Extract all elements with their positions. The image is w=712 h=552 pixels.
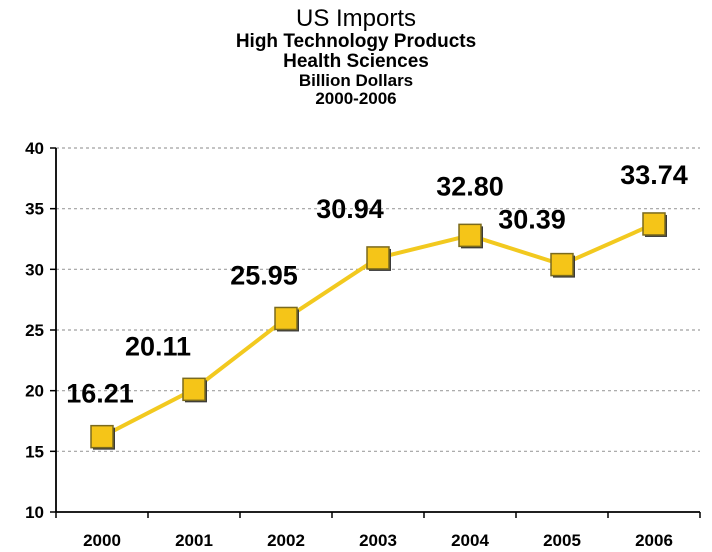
- marker-2004: [459, 224, 481, 246]
- x-tick-label-2000: 2000: [83, 531, 121, 550]
- x-tick-label-2003: 2003: [359, 531, 397, 550]
- x-tick-label-2005: 2005: [543, 531, 581, 550]
- marker-2005: [551, 254, 573, 276]
- data-label-2000: 16.21: [66, 379, 134, 409]
- marker-2000: [91, 426, 113, 448]
- marker-2002: [275, 307, 297, 329]
- data-label-2004: 32.80: [436, 171, 504, 201]
- x-axis-ticks: 2000 2001 2002 2003 2004 2005 2006: [56, 512, 700, 550]
- marker-2001: [183, 378, 205, 400]
- marker-2006: [643, 213, 665, 235]
- data-label-2005: 30.39: [498, 205, 566, 235]
- x-tick-label-2001: 2001: [175, 531, 213, 550]
- y-tick-label-10: 10: [25, 503, 44, 522]
- y-tick-label-40: 40: [25, 139, 44, 158]
- x-tick-label-2004: 2004: [451, 531, 489, 550]
- y-tick-label-20: 20: [25, 382, 44, 401]
- y-tick-label-35: 35: [25, 200, 44, 219]
- data-label-2001: 20.11: [125, 331, 191, 361]
- x-tick-label-2002: 2002: [267, 531, 305, 550]
- data-label-2006: 33.74: [620, 160, 688, 190]
- y-tick-label-15: 15: [25, 442, 44, 461]
- data-labels: 16.21 20.11 25.95 30.94 32.80 30.39 33.74: [66, 160, 688, 409]
- data-label-2002: 25.95: [230, 260, 298, 290]
- x-tick-label-2006: 2006: [635, 531, 673, 550]
- data-label-2003: 30.94: [316, 194, 384, 224]
- y-axis-ticks: 10 15 20 25 30 35 40: [25, 139, 56, 522]
- marker-2003: [367, 247, 389, 269]
- y-tick-label-25: 25: [25, 321, 44, 340]
- y-tick-label-30: 30: [25, 260, 44, 279]
